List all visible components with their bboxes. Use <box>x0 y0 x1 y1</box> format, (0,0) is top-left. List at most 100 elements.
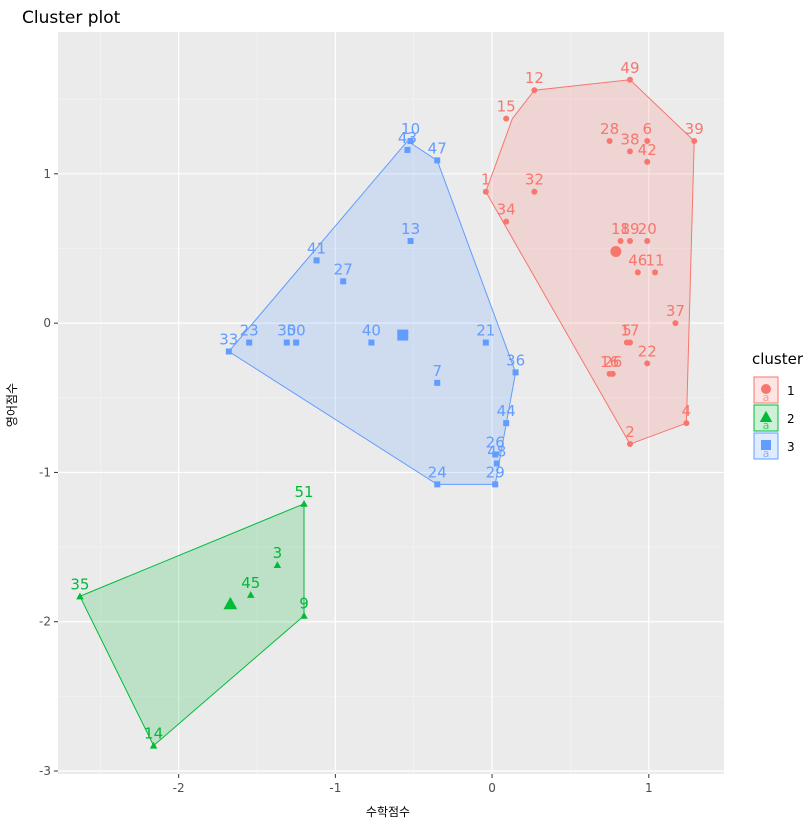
data-point <box>606 137 613 144</box>
point-label: 19 <box>620 220 639 238</box>
legend-text-glyph: a <box>763 391 770 404</box>
data-point <box>293 339 300 346</box>
point-label: 26 <box>603 353 622 371</box>
plot-panel <box>58 32 724 774</box>
data-point <box>340 278 347 285</box>
legend-title: cluster <box>752 350 804 368</box>
legend-key-3 <box>753 432 779 460</box>
point-label: 37 <box>666 302 685 320</box>
data-point <box>273 561 282 568</box>
point-label: 29 <box>486 463 505 481</box>
point-label: 40 <box>362 322 381 340</box>
point-label: 35 <box>70 575 89 593</box>
legend-text-glyph: a <box>763 419 770 432</box>
y-tick-label: -2 <box>39 615 51 629</box>
x-tick-label: -2 <box>173 781 185 795</box>
data-point <box>626 76 633 83</box>
point-label: 13 <box>401 220 420 238</box>
data-point <box>652 269 659 276</box>
y-tick-label: -3 <box>39 764 51 778</box>
point-label: 42 <box>638 141 657 159</box>
legend-symbol-3 <box>761 440 771 450</box>
data-point <box>626 339 633 346</box>
point-label: 18 <box>611 220 630 238</box>
data-point <box>76 592 84 600</box>
chart-title: Cluster plot <box>22 8 121 28</box>
point-label: 11 <box>646 251 665 269</box>
axes: -2 -1 0 1 -3 -2 -1 0 1 <box>39 167 653 795</box>
data-point <box>407 137 414 144</box>
data-point <box>644 158 651 165</box>
data-point <box>493 460 500 467</box>
point-label: 47 <box>428 139 447 157</box>
point-label: 32 <box>525 171 544 189</box>
point-label: 27 <box>334 260 353 278</box>
y-tick-label: -1 <box>39 465 51 479</box>
point-label: 21 <box>476 322 495 340</box>
point-label: 51 <box>294 483 313 501</box>
data-point <box>246 339 253 346</box>
data-point <box>225 348 232 355</box>
legend: cluster a 1 a 2 a 3 <box>752 350 804 460</box>
data-point <box>482 188 489 195</box>
data-point <box>626 441 633 448</box>
data-point <box>644 238 651 245</box>
data-point <box>149 741 158 749</box>
data-point <box>644 360 651 367</box>
legend-symbol-2 <box>759 410 773 422</box>
data-point <box>531 188 538 195</box>
data-point <box>313 257 320 264</box>
data-point <box>672 320 679 327</box>
cluster-1-hull <box>485 79 695 445</box>
point-label: 12 <box>525 69 544 87</box>
data-point <box>368 339 375 346</box>
data-point <box>246 591 255 598</box>
point-label: 43 <box>398 129 417 147</box>
data-point <box>482 339 489 346</box>
y-tick-label: 1 <box>43 167 51 181</box>
y-axis-title: 영어점수 <box>5 383 19 427</box>
y-tick-label: 0 <box>43 316 51 330</box>
x-tick-label: 1 <box>645 781 653 795</box>
point-label: 6 <box>642 120 652 138</box>
point-label: 2 <box>625 423 635 441</box>
data-point <box>691 137 698 144</box>
data-point <box>492 451 499 458</box>
data-point <box>626 148 633 155</box>
point-label: 46 <box>628 251 647 269</box>
data-point <box>492 481 499 488</box>
data-point <box>503 420 510 427</box>
x-tick-label: -1 <box>329 781 341 795</box>
data-point <box>634 269 641 276</box>
point-label: 23 <box>240 322 259 340</box>
point-label: 33 <box>219 330 238 348</box>
legend-text-glyph: a <box>763 447 770 460</box>
data-point <box>617 238 624 245</box>
point-label: 10 <box>401 120 420 138</box>
cluster-2-center <box>223 596 238 610</box>
data-point <box>434 157 441 164</box>
point-label: 1 <box>481 171 491 189</box>
data-point <box>609 370 616 377</box>
point-label: 44 <box>497 402 516 420</box>
legend-label-2: 2 <box>787 412 795 426</box>
data-point <box>531 87 538 94</box>
data-point <box>503 115 510 122</box>
data-point <box>683 420 690 427</box>
data-point <box>404 146 411 153</box>
point-label: 45 <box>241 574 260 592</box>
data-point <box>434 481 441 488</box>
point-label: 38 <box>620 130 639 148</box>
data-point <box>626 238 633 245</box>
point-label: 50 <box>287 322 306 340</box>
point-label: 41 <box>307 239 326 257</box>
data-points <box>76 76 698 749</box>
data-point <box>300 500 308 507</box>
legend-symbol-1 <box>761 384 771 394</box>
cluster-hulls <box>79 79 695 747</box>
x-tick-label: 0 <box>488 781 496 795</box>
point-label: 49 <box>620 59 639 77</box>
point-label: 17 <box>620 322 639 340</box>
